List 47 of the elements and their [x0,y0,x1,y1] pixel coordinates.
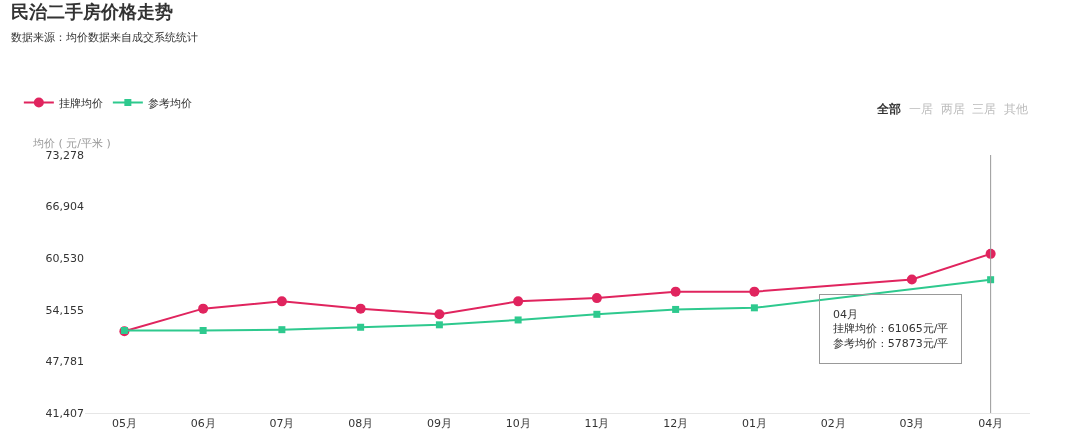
x-tick-label: 08月 [348,417,374,431]
y-tick-label: 47,781 [45,355,84,369]
text: 全部 [876,102,901,116]
point [749,286,760,297]
y-tick-label: 66,904 [45,200,84,214]
y-tick-label: 73,278 [45,148,84,162]
annotation: 参考均价 : 57873元/平 [833,336,949,350]
chart-title: 民治二手房价格走势 [10,0,173,22]
annotation: 04月 [833,308,858,321]
text: 三居 [972,102,996,116]
x-tick-label: 01月 [741,417,767,431]
x-tick-label: 10月 [505,417,531,431]
y-axis-title: 均价 ( 元/平米 ) [32,137,111,150]
point [513,296,524,307]
x-tick-label: 11月 [584,417,610,431]
legend-label: 参考均价 [147,96,192,110]
x-tick-label: 05月 [111,417,137,431]
y-tick-label: 41,407 [45,406,84,420]
point [906,274,917,285]
point [278,326,286,334]
annotation: 挂牌均价 : 61065元/平 [833,322,949,336]
text: 其他 [1004,102,1028,116]
point [435,321,443,329]
point [199,326,207,334]
x-tick-label: 06月 [190,417,216,431]
point [514,316,522,324]
x-tick-label: 07月 [269,417,295,431]
x-tick-label: 12月 [663,417,689,431]
point [357,323,365,331]
point [434,309,445,320]
x-tick-label: 09月 [426,417,452,431]
chart-subtitle: 数据来源：均价数据来自成交系统统计 [10,31,198,45]
point [593,310,601,318]
x-tick-label: 04月 [978,417,1004,431]
y-tick-label: 54,155 [45,303,84,317]
point [276,296,287,307]
point [750,304,758,312]
point [591,293,602,304]
point [672,305,680,313]
x-tick-label: 02月 [820,417,846,431]
point [198,303,209,314]
x-tick-label: 03月 [899,417,925,431]
point [355,303,366,314]
legend-label: 挂牌均价 [58,96,103,110]
y-tick-label: 60,530 [45,252,84,266]
point [670,286,681,297]
text: 两居 [941,102,965,116]
